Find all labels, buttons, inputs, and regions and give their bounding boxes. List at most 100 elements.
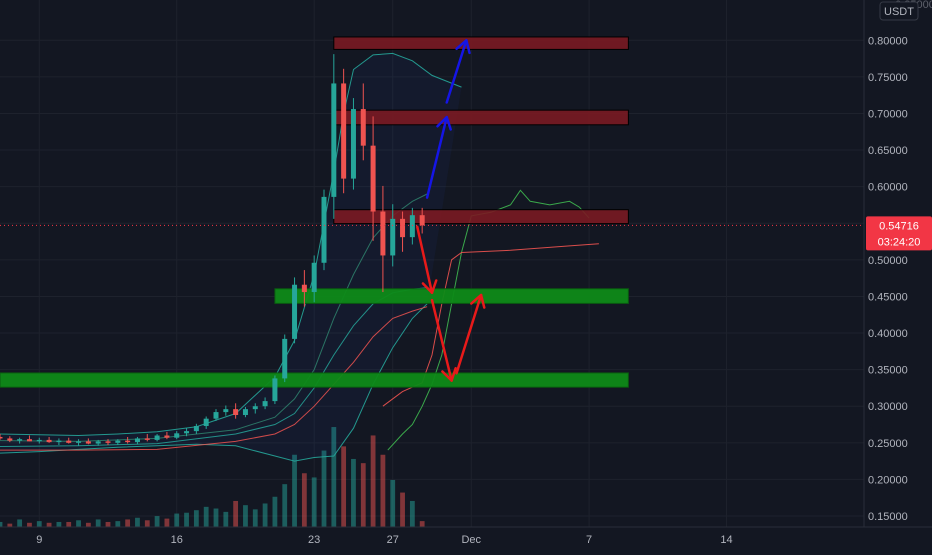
volume-bar: [144, 520, 150, 527]
candle-body: [36, 439, 42, 442]
candle-countdown-label: 03:24:20: [878, 236, 921, 248]
volume-bar: [66, 521, 72, 527]
volume-bar: [282, 484, 288, 527]
current-price-label: 0.54716: [879, 220, 919, 232]
candle-body: [66, 440, 72, 443]
currency-badge[interactable]: USDT: [879, 1, 919, 21]
time-tick-label: 27: [387, 534, 399, 546]
volume-bar: [0, 521, 3, 527]
volume-bar: [46, 522, 52, 527]
trend-arrow-shaft[interactable]: [416, 225, 434, 295]
price-tick-label: 0.30000: [868, 401, 908, 413]
volume-bar: [311, 477, 317, 527]
candle-body: [223, 409, 229, 413]
trend-arrow-head[interactable]: [421, 279, 438, 295]
volume-bar: [27, 522, 32, 527]
candle-body: [242, 409, 248, 416]
demand-zone[interactable]: [0, 372, 629, 388]
time-tick-label: 14: [720, 534, 732, 546]
trend-arrow-shaft[interactable]: [430, 298, 453, 382]
volume-bar: [7, 523, 13, 527]
trend-arrow-shaft[interactable]: [455, 293, 483, 375]
price-tick-label: 0.70000: [868, 108, 908, 120]
candle-body: [341, 83, 347, 179]
volume-bar: [105, 521, 111, 527]
candle-body: [105, 441, 111, 443]
trend-arrow-head[interactable]: [470, 293, 486, 309]
volume-bar: [125, 519, 131, 527]
volume-bar: [135, 517, 140, 527]
volume-bar: [272, 496, 278, 527]
upper-band-line: [0, 52, 462, 437]
candle-body: [321, 196, 327, 263]
volume-bar: [213, 508, 219, 527]
volume-bar: [370, 435, 376, 527]
candle-body: [7, 438, 13, 441]
trend-arrow-head[interactable]: [436, 115, 452, 131]
price-tick-label: 0.20000: [868, 474, 908, 486]
price-axis[interactable]: 0.800000.750000.700000.650000.600000.550…: [863, 0, 932, 527]
trend-arrows[interactable]: [416, 39, 486, 382]
volume-bar: [85, 522, 91, 527]
volume-bar: [400, 492, 405, 527]
time-tick-label: 9: [36, 534, 42, 546]
trend-arrow-shaft[interactable]: [425, 115, 448, 199]
candle-body: [409, 215, 415, 238]
volume-bar: [203, 506, 209, 527]
candlesticks: [0, 54, 425, 446]
time-axis[interactable]: 9 16 23 27 Dec 7 14: [0, 526, 932, 550]
candle-body: [154, 435, 160, 440]
volume-bar: [409, 500, 415, 527]
candle-body: [301, 284, 307, 293]
candle-body: [26, 439, 32, 442]
time-tick-label: 23: [308, 534, 320, 546]
volume-bar: [56, 521, 62, 527]
volume-bar: [174, 513, 180, 527]
volume-bar: [292, 454, 297, 527]
candle-body: [262, 401, 268, 407]
time-tick-label: 16: [171, 534, 183, 546]
candle-body: [292, 284, 298, 339]
candle-body: [400, 218, 406, 238]
volume-bar: [154, 516, 160, 527]
volume-bar: [193, 510, 199, 527]
candle-body: [164, 435, 170, 438]
candle-body: [360, 109, 366, 146]
trend-arrow-head[interactable]: [455, 39, 471, 55]
candle-body: [233, 409, 239, 416]
volume-bar: [95, 519, 101, 527]
volume-bar: [164, 518, 170, 527]
price-tick-label: 0.35000: [868, 365, 908, 377]
candle-body: [390, 218, 396, 256]
supply-zone[interactable]: [333, 36, 629, 50]
candle-body: [85, 441, 91, 444]
price-tick-label: 0.75000: [868, 72, 908, 84]
volume-bar: [252, 509, 258, 527]
trend-arrow-head[interactable]: [441, 366, 457, 382]
current-price-tag: 0.54716 03:24:20: [866, 216, 932, 251]
supply-zone[interactable]: [333, 109, 629, 126]
volume-bar: [390, 479, 396, 527]
candle-body: [213, 412, 219, 419]
time-tick-label: Dec: [461, 534, 481, 546]
candle-body: [272, 378, 278, 402]
price-tick-label: 0.25000: [868, 438, 908, 450]
demand-zone[interactable]: [274, 288, 629, 304]
time-axis-background: [0, 527, 932, 550]
price-zones[interactable]: [0, 36, 629, 388]
price-tick-label: 0.80000: [868, 35, 908, 47]
volume-bar: [331, 427, 337, 527]
moving-average-red-line: [0, 306, 428, 451]
volume-bar: [243, 505, 248, 527]
volume-bar: [223, 511, 229, 527]
price-axis-background: [864, 0, 932, 527]
candle-body: [252, 406, 258, 410]
price-tick-label: 0.60000: [868, 182, 908, 194]
candle-body: [203, 418, 209, 426]
trend-arrow-shaft[interactable]: [445, 39, 468, 104]
supply-zone[interactable]: [333, 209, 629, 225]
candle-body: [56, 440, 62, 443]
